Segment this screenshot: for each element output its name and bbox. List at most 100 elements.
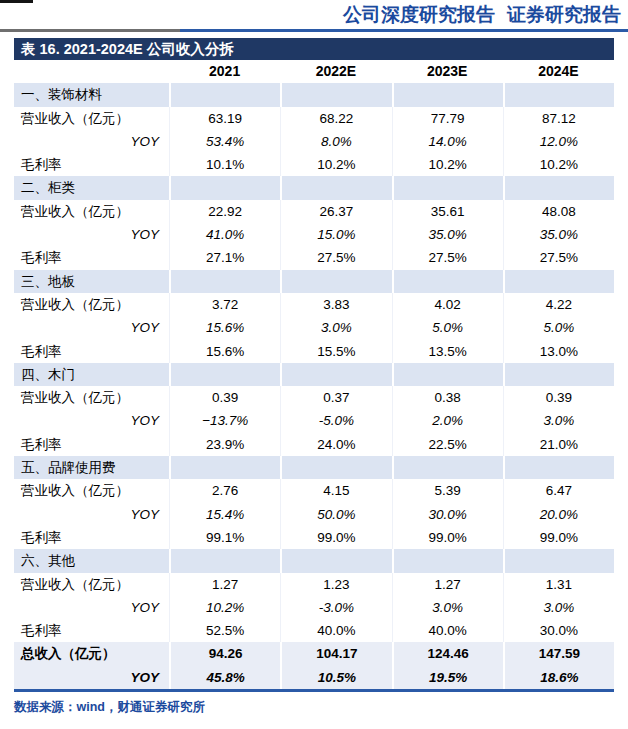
margin-row-label: 毛利率 bbox=[14, 526, 169, 549]
yoy-row: YOY53.4%8.0%14.0%12.0% bbox=[14, 130, 614, 153]
margin-row-label: 毛利率 bbox=[14, 153, 169, 176]
total-yoy-row: YOY45.8%10.5%19.5%18.6% bbox=[14, 666, 614, 689]
revenue-value: 48.08 bbox=[503, 200, 614, 223]
revenue-value: 2.76 bbox=[169, 479, 280, 502]
section-header-cell bbox=[503, 176, 614, 199]
margin-row: 毛利率27.1%27.5%27.5%27.5% bbox=[14, 246, 614, 269]
revenue-value: 63.19 bbox=[169, 107, 280, 130]
revenue-row-label: 营业收入（亿元） bbox=[14, 386, 169, 409]
row-label-header bbox=[14, 60, 169, 83]
total-revenue-value: 124.46 bbox=[392, 642, 503, 665]
yoy-row-label: YOY bbox=[14, 409, 169, 432]
yoy-value: 3.0% bbox=[503, 596, 614, 619]
yoy-value: 50.0% bbox=[280, 503, 391, 526]
revenue-row-label: 营业收入（亿元） bbox=[14, 200, 169, 223]
margin-value: 22.5% bbox=[392, 433, 503, 456]
margin-value: 13.0% bbox=[503, 340, 614, 363]
revenue-row: 营业收入（亿元）3.723.834.024.22 bbox=[14, 293, 614, 316]
section-header-cell bbox=[392, 549, 503, 572]
table-title-bar: 表 16. 2021-2024E 公司收入分拆 bbox=[14, 38, 614, 60]
total-revenue-value: 94.26 bbox=[169, 642, 280, 665]
total-yoy-value: 45.8% bbox=[169, 666, 280, 689]
year-column-header: 2024E bbox=[503, 60, 614, 83]
table-bottom-rule bbox=[14, 689, 614, 692]
section-header-cell bbox=[169, 83, 280, 106]
yoy-row-label: YOY bbox=[14, 596, 169, 619]
margin-value: 27.5% bbox=[280, 246, 391, 269]
margin-value: 21.0% bbox=[503, 433, 614, 456]
report-page: 公司深度研究报告证券研究报告 表 16. 2021-2024E 公司收入分拆 2… bbox=[0, 0, 628, 729]
year-column-header: 2021 bbox=[169, 60, 280, 83]
revenue-value: 22.92 bbox=[169, 200, 280, 223]
revenue-value: 1.31 bbox=[503, 573, 614, 596]
revenue-value: 87.12 bbox=[503, 107, 614, 130]
margin-value: 99.1% bbox=[169, 526, 280, 549]
margin-row-label: 毛利率 bbox=[14, 433, 169, 456]
revenue-row-label: 营业收入（亿元） bbox=[14, 573, 169, 596]
yoy-row: YOY15.6%3.0%5.0%5.0% bbox=[14, 316, 614, 339]
yoy-row-label: YOY bbox=[14, 223, 169, 246]
section-header-cell bbox=[169, 270, 280, 293]
margin-value: 27.1% bbox=[169, 246, 280, 269]
section-header-cell bbox=[503, 83, 614, 106]
section-header-cell bbox=[280, 176, 391, 199]
yoy-value: 30.0% bbox=[392, 503, 503, 526]
report-type-label: 公司深度研究报告 bbox=[343, 4, 495, 25]
margin-value: 24.0% bbox=[280, 433, 391, 456]
yoy-value: 5.0% bbox=[392, 316, 503, 339]
revenue-row: 营业收入（亿元）2.764.155.396.47 bbox=[14, 479, 614, 502]
margin-row-label: 毛利率 bbox=[14, 340, 169, 363]
yoy-value: 53.4% bbox=[169, 130, 280, 153]
total-yoy-value: 18.6% bbox=[503, 666, 614, 689]
yoy-value: 35.0% bbox=[392, 223, 503, 246]
section-header-cell bbox=[503, 549, 614, 572]
revenue-value: 1.27 bbox=[392, 573, 503, 596]
revenue-row-label: 营业收入（亿元） bbox=[14, 293, 169, 316]
margin-value: 10.1% bbox=[169, 153, 280, 176]
margin-value: 30.0% bbox=[503, 619, 614, 642]
margin-value: 40.0% bbox=[392, 619, 503, 642]
margin-value: 40.0% bbox=[280, 619, 391, 642]
yoy-value: 20.0% bbox=[503, 503, 614, 526]
yoy-row: YOY41.0%15.0%35.0%35.0% bbox=[14, 223, 614, 246]
margin-value: 99.0% bbox=[392, 526, 503, 549]
total-yoy-value: 19.5% bbox=[392, 666, 503, 689]
yoy-row-label: YOY bbox=[14, 130, 169, 153]
yoy-row: YOY10.2%-3.0%3.0%3.0% bbox=[14, 596, 614, 619]
section-header-cell bbox=[280, 270, 391, 293]
total-revenue-value: 104.17 bbox=[280, 642, 391, 665]
margin-row: 毛利率23.9%24.0%22.5%21.0% bbox=[14, 433, 614, 456]
section-header-row: 一、装饰材料 bbox=[14, 83, 614, 106]
section-header-row: 三、地板 bbox=[14, 270, 614, 293]
margin-value: 15.5% bbox=[280, 340, 391, 363]
section-name: 六、其他 bbox=[14, 549, 169, 572]
revenue-value: 0.39 bbox=[503, 386, 614, 409]
revenue-value: 68.22 bbox=[280, 107, 391, 130]
yoy-row-label: YOY bbox=[14, 503, 169, 526]
section-name: 一、装饰材料 bbox=[14, 83, 169, 106]
report-category-label: 证券研究报告 bbox=[507, 4, 621, 25]
revenue-breakdown-table: 表 16. 2021-2024E 公司收入分拆 20212022E2023E20… bbox=[14, 38, 614, 692]
revenue-row: 营业收入（亿元）1.271.231.271.31 bbox=[14, 573, 614, 596]
yoy-value: 3.0% bbox=[503, 409, 614, 432]
report-header: 公司深度研究报告证券研究报告 bbox=[343, 2, 621, 28]
section-header-cell bbox=[392, 363, 503, 386]
revenue-value: 26.37 bbox=[280, 200, 391, 223]
revenue-value: 4.02 bbox=[392, 293, 503, 316]
margin-row: 毛利率15.6%15.5%13.5%13.0% bbox=[14, 340, 614, 363]
section-header-cell bbox=[392, 456, 503, 479]
margin-row: 毛利率10.1%10.2%10.2%10.2% bbox=[14, 153, 614, 176]
margin-row: 毛利率99.1%99.0%99.0%99.0% bbox=[14, 526, 614, 549]
yoy-value: 10.2% bbox=[169, 596, 280, 619]
revenue-row-label: 营业收入（亿元） bbox=[14, 479, 169, 502]
revenue-value: 4.22 bbox=[503, 293, 614, 316]
section-name: 五、品牌使用费 bbox=[14, 456, 169, 479]
section-header-cell bbox=[169, 549, 280, 572]
revenue-value: 1.27 bbox=[169, 573, 280, 596]
section-name: 三、地板 bbox=[14, 270, 169, 293]
section-header-cell bbox=[169, 176, 280, 199]
section-header-row: 四、木门 bbox=[14, 363, 614, 386]
year-column-header: 2023E bbox=[392, 60, 503, 83]
section-header-cell bbox=[503, 456, 614, 479]
revenue-value: 0.39 bbox=[169, 386, 280, 409]
